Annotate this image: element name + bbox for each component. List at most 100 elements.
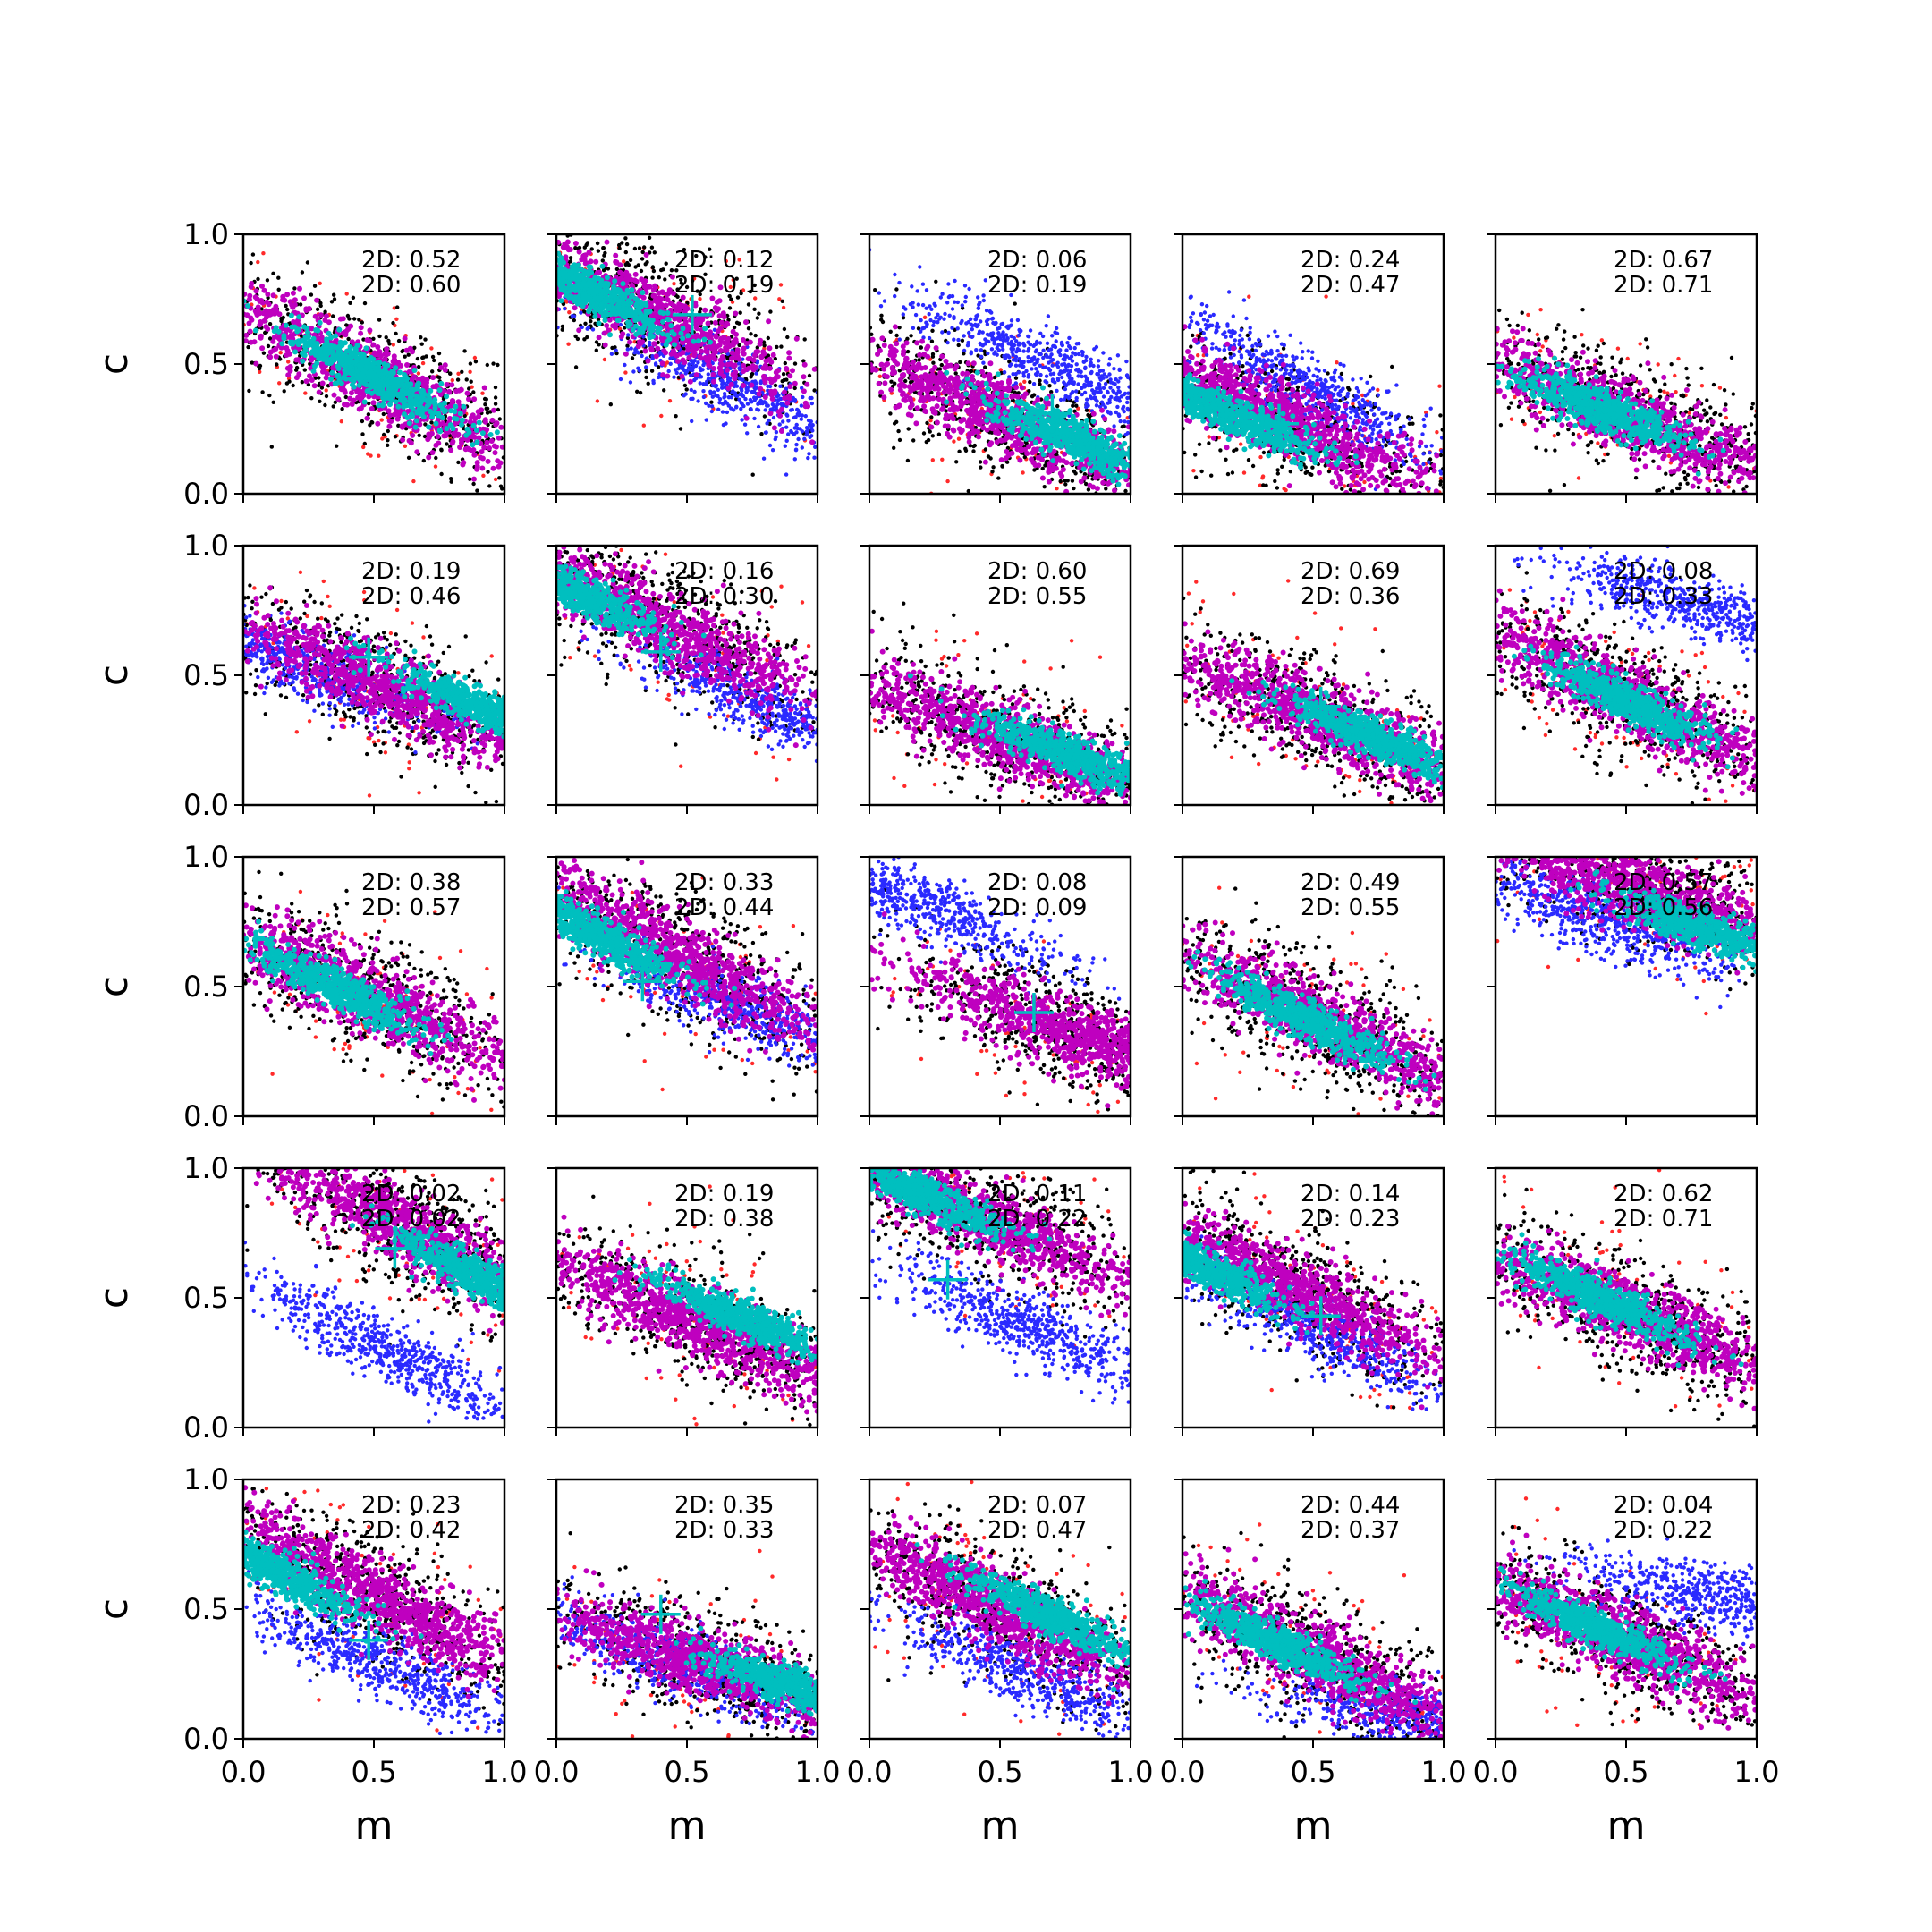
magenta-samples-point xyxy=(249,318,254,323)
cyan-samples-point xyxy=(413,398,419,403)
magenta-samples-point xyxy=(259,284,265,289)
blue-samples-point xyxy=(716,408,720,411)
black-samples-point xyxy=(803,337,807,341)
magenta-samples-point xyxy=(722,340,727,345)
black-samples-point xyxy=(561,328,564,332)
blue-samples-point xyxy=(690,388,693,392)
black-samples-point xyxy=(494,386,497,389)
cyan-samples-point xyxy=(442,401,447,406)
black-samples-point xyxy=(285,381,289,385)
black-samples-point xyxy=(782,372,785,376)
magenta-samples-point xyxy=(306,307,311,312)
cyan-samples-point xyxy=(335,380,340,386)
cyan-samples-point xyxy=(577,284,582,289)
black-samples-point xyxy=(429,420,433,424)
red-samples-point xyxy=(258,370,261,374)
magenta-samples-point xyxy=(589,258,594,264)
magenta-samples-point xyxy=(794,336,800,342)
magenta-samples-point xyxy=(426,454,431,460)
blue-samples-point xyxy=(746,388,750,392)
magenta-samples-point xyxy=(672,336,677,342)
magenta-samples-point xyxy=(254,288,259,293)
black-samples-point xyxy=(250,360,254,364)
cyan-samples-point xyxy=(400,394,405,400)
magenta-samples-point xyxy=(597,270,602,275)
red-samples-point xyxy=(392,343,395,346)
black-samples-point xyxy=(272,401,275,404)
black-samples-point xyxy=(752,308,756,311)
blue-samples-point xyxy=(725,411,729,414)
magenta-samples-point xyxy=(386,408,392,413)
cyan-samples-point xyxy=(461,404,466,410)
black-samples-point xyxy=(407,353,411,357)
black-samples-point xyxy=(785,335,789,339)
cyan-samples-point xyxy=(565,280,571,285)
black-samples-point xyxy=(1038,382,1041,386)
cyan-samples-point xyxy=(596,295,601,301)
black-samples-point xyxy=(456,461,460,464)
cyan-samples-point xyxy=(480,430,486,436)
black-samples-point xyxy=(462,349,466,352)
magenta-samples-point xyxy=(466,396,471,402)
magenta-samples-point xyxy=(410,433,415,438)
blue-samples-point xyxy=(754,371,758,375)
black-samples-point xyxy=(747,302,750,306)
black-samples-point xyxy=(299,302,302,306)
cyan-samples-point xyxy=(647,321,652,326)
black-samples-point xyxy=(266,278,269,282)
blue-samples-point xyxy=(754,396,758,400)
black-samples-point xyxy=(407,456,411,460)
cyan-samples-point xyxy=(437,387,443,393)
magenta-samples-point xyxy=(318,312,324,318)
magenta-samples-point xyxy=(772,425,777,430)
blue-samples-point xyxy=(793,457,797,461)
blue-samples-point xyxy=(810,428,814,432)
cyan-samples-point xyxy=(339,381,344,386)
cyan-samples-point xyxy=(395,404,401,410)
red-samples-point xyxy=(957,437,961,441)
cyan-samples-point xyxy=(470,442,475,447)
black-samples-point xyxy=(971,449,975,453)
magenta-samples-point xyxy=(292,297,298,302)
black-samples-point xyxy=(348,301,352,305)
magenta-samples-point xyxy=(766,318,771,324)
black-samples-point xyxy=(403,355,407,359)
black-samples-point xyxy=(382,433,386,436)
black-samples-point xyxy=(424,354,428,358)
black-samples-point xyxy=(749,332,752,335)
magenta-samples-point xyxy=(285,372,291,377)
magenta-samples-point xyxy=(776,409,782,414)
magenta-samples-point xyxy=(751,367,757,372)
cyan-samples-point xyxy=(691,339,696,344)
magenta-samples-point xyxy=(620,331,625,336)
magenta-samples-point xyxy=(490,418,496,423)
magenta-samples-point xyxy=(672,350,677,355)
blue-samples-point xyxy=(631,369,635,373)
magenta-samples-point xyxy=(665,374,670,379)
magenta-samples-point xyxy=(741,337,746,343)
cyan-samples-point xyxy=(318,352,323,358)
blue-samples-point xyxy=(702,395,706,399)
cyan-samples-point xyxy=(624,291,630,296)
red-samples-point xyxy=(279,351,283,354)
magenta-samples-point xyxy=(324,375,329,380)
blue-samples-point xyxy=(739,407,742,411)
black-samples-point xyxy=(449,477,453,480)
black-samples-point xyxy=(586,241,589,244)
magenta-samples-point xyxy=(641,280,647,285)
cyan-samples-point xyxy=(621,307,626,312)
cyan-samples-point xyxy=(350,351,355,356)
blue-samples-point xyxy=(630,346,633,350)
magenta-samples-point xyxy=(801,388,807,394)
red-samples-point xyxy=(1021,470,1024,474)
magenta-samples-point xyxy=(288,299,293,304)
blue-samples-point xyxy=(721,410,724,413)
blue-samples-point xyxy=(785,439,789,443)
black-samples-point xyxy=(420,343,424,346)
magenta-samples-point xyxy=(297,286,302,292)
black-samples-point xyxy=(486,470,489,473)
black-samples-point xyxy=(487,484,491,487)
magenta-samples-point xyxy=(604,323,609,328)
magenta-samples-point xyxy=(400,437,405,443)
magenta-samples-point xyxy=(436,441,441,446)
